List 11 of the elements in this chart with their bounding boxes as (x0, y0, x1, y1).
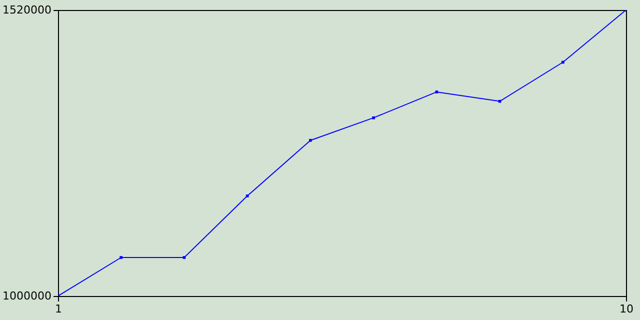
x-tick-label: 10 (620, 302, 634, 316)
point (372, 116, 375, 120)
point (309, 138, 312, 142)
point (120, 256, 123, 259)
point (561, 60, 564, 64)
x-tick-label: 1 (55, 302, 62, 316)
y-tick-label: 1520000 (2, 4, 52, 16)
point (435, 90, 438, 94)
point (182, 256, 186, 259)
point (246, 194, 249, 198)
y-tick-label: 1000000 (2, 290, 52, 302)
